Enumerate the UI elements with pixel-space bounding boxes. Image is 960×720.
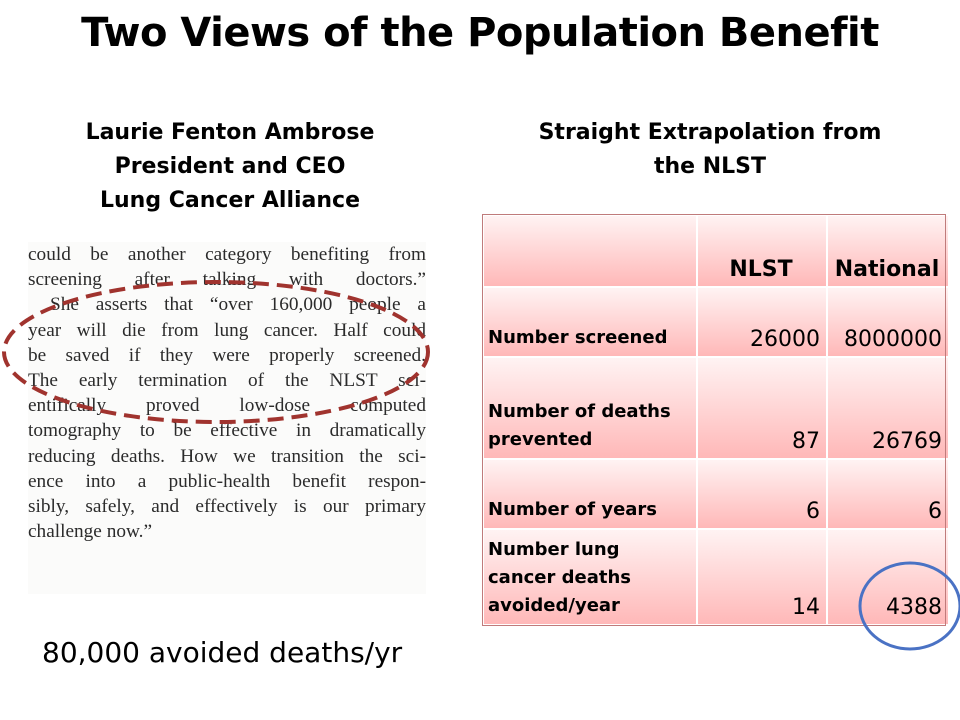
table-cell: 26000 (696, 286, 828, 358)
quote-line: The early termination of the NLST sci- (28, 370, 426, 392)
avoided-deaths-note: 80,000 avoided deaths/yr (42, 636, 403, 669)
table-row: Number lung cancer deaths avoided/year 1… (482, 528, 950, 626)
table-header-cell: National (826, 214, 950, 288)
table-cell: 87 (696, 356, 828, 460)
quote-line: be saved if they were properly screened. (28, 344, 426, 366)
table-row-label: Number screened (482, 286, 698, 358)
quote-line: reducing deaths. How we transition the s… (28, 445, 426, 467)
table-cell: 4388 (826, 528, 950, 626)
speaker-organization: Lung Cancer Alliance (100, 188, 360, 213)
quote-line: screening after talking with doctors.” (28, 269, 426, 291)
quote-line: challenge now.” (28, 521, 153, 543)
quote-excerpt-image: could be another category benefiting fro… (28, 242, 426, 594)
table-header-cell (482, 214, 698, 288)
table-cell: 26769 (826, 356, 950, 460)
speaker-heading: Laurie Fenton Ambrose President and CEO … (20, 116, 440, 218)
table-cell: 6 (826, 458, 950, 530)
extrapolation-heading-line-1: Straight Extrapolation from (538, 120, 882, 145)
quote-line: tomography to be effective in dramatical… (28, 420, 426, 442)
speaker-name: Laurie Fenton Ambrose (85, 120, 375, 145)
table-row: Number screened 26000 8000000 (482, 286, 950, 358)
speaker-role: President and CEO (114, 154, 346, 179)
table-row-label: Number lung cancer deaths avoided/year (482, 528, 698, 626)
slide-title: Two Views of the Population Benefit (81, 10, 879, 56)
table-row: Number of deaths prevented 87 26769 (482, 356, 950, 460)
extrapolation-table: NLST National Number screened 26000 8000… (482, 214, 950, 626)
quote-line: year will die from lung cancer. Half cou… (28, 319, 426, 341)
quote-line: sibly, safely, and effectively is our pr… (28, 496, 426, 518)
table-header-row: NLST National (482, 214, 950, 288)
quote-line: could be another category benefiting fro… (28, 244, 426, 265)
quote-line: entifically proved low-dose computed (28, 395, 426, 417)
table-cell: 6 (696, 458, 828, 530)
extrapolation-heading: Straight Extrapolation from the NLST (470, 116, 950, 184)
table-row: Number of years 6 6 (482, 458, 950, 530)
extrapolation-heading-line-2: the NLST (653, 154, 767, 179)
quote-line: ence into a public-health benefit respon… (28, 470, 426, 492)
table-cell: 14 (696, 528, 828, 626)
table-cell: 8000000 (826, 286, 950, 358)
table-row-label: Number of years (482, 458, 698, 530)
quote-line: She asserts that “over 160,000 people a (50, 294, 426, 316)
table-row-label: Number of deaths prevented (482, 356, 698, 460)
table-header-cell: NLST (696, 214, 828, 288)
